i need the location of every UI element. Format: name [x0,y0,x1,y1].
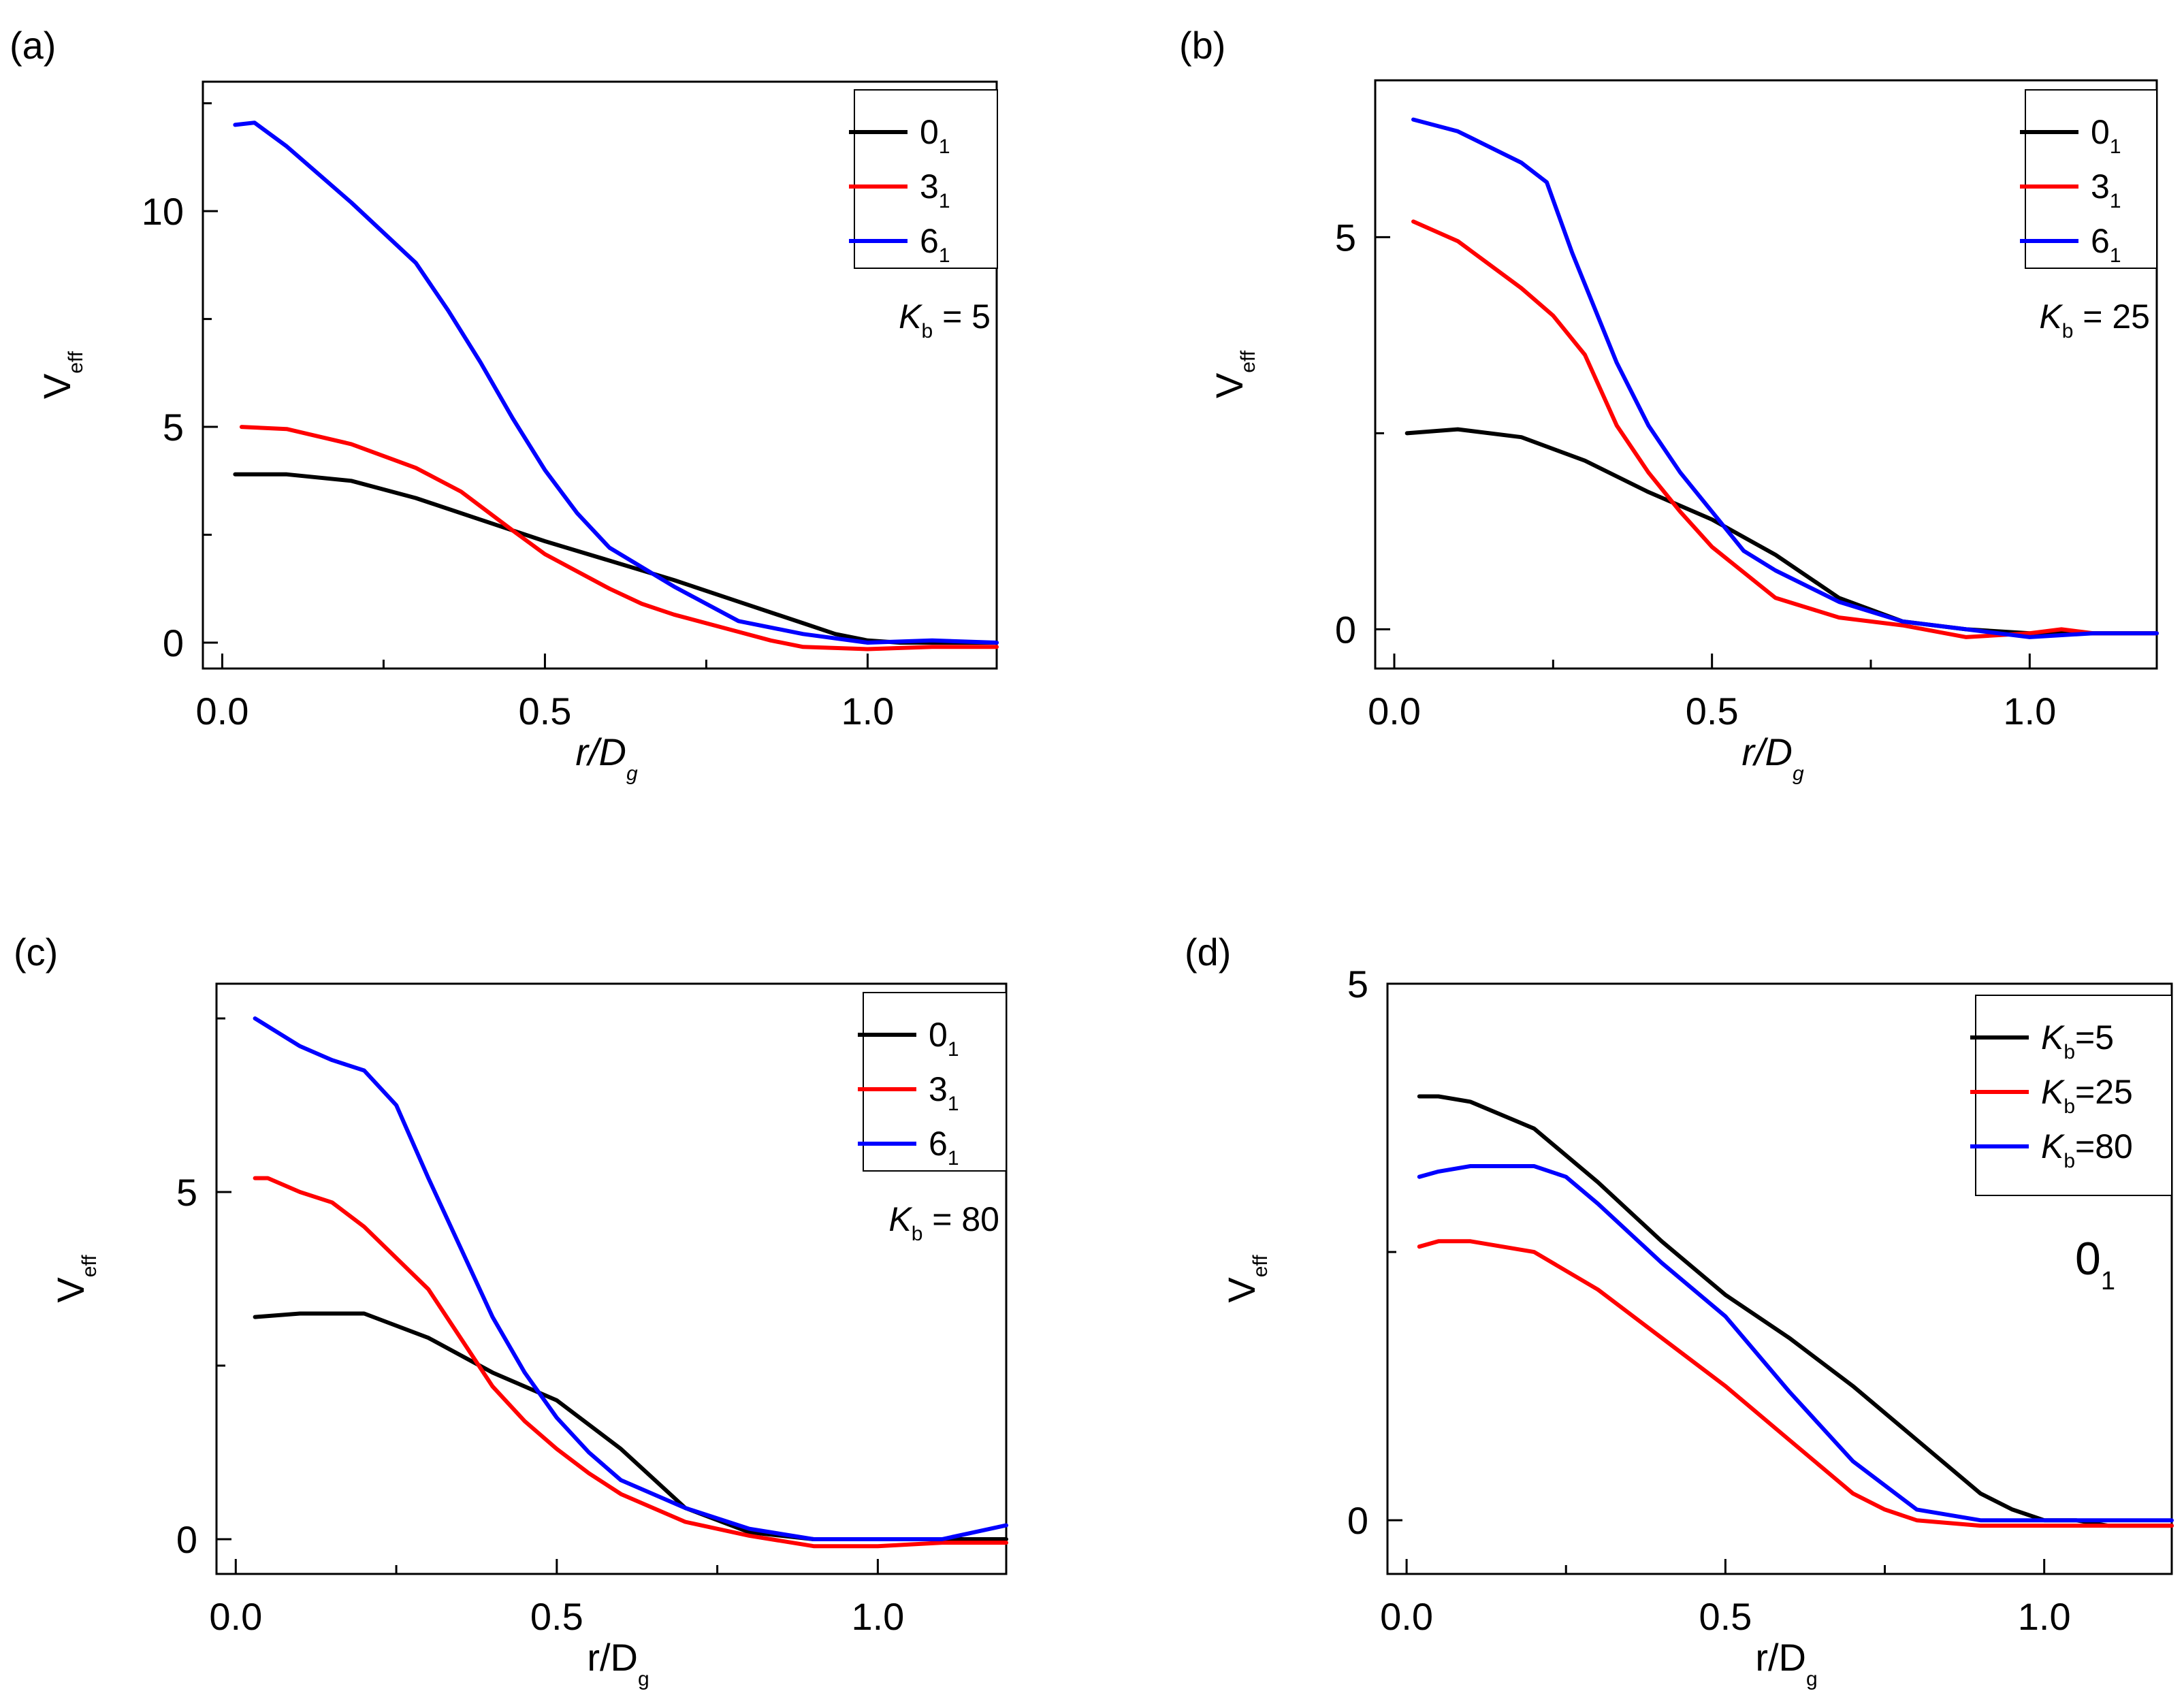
y-tick-label: 5 [1347,963,1368,1005]
x-tick-label: 0.0 [1368,690,1421,733]
panel-d: (d) 0.0 0.5 1.0 0 5 r/Dg Veff Kb=5 Kb=25 Kb=80 01 [1185,931,2174,1690]
x-tick-label: 1.0 [2018,1595,2071,1638]
panel-label: (b) [1179,24,1225,67]
series-line [1411,117,2159,639]
y-tick-label: 0 [1347,1499,1368,1542]
legend-entry: 01 [2091,113,2121,158]
series-line [233,472,999,645]
series-line [239,425,999,651]
legend-entry: 61 [2091,222,2121,267]
x-tick-label: 0.5 [1686,690,1739,733]
panel-c: (c) 0.0 0.5 1.0 0 5 r/Dg Veff 01 31 61 Kb = 80 [14,931,1008,1690]
x-tick-label: 0.0 [209,1595,262,1638]
y-tick-label: 0 [1335,608,1356,651]
x-axis-label: r/Dg [1755,1636,1817,1690]
panel-b: (b) 0.0 0.5 1.0 0 5 r/Dg Veff 01 31 61 Kb = 25 [1179,24,2159,785]
y-axis-label: Veff [35,351,87,399]
series-line [253,1311,1008,1541]
kb-annotation: Kb = 25 [2039,297,2150,342]
panel-label: (d) [1185,931,1231,973]
kb-annotation: Kb = 5 [899,297,991,342]
legend-box [1975,995,2172,1196]
x-tick-label: 0.0 [196,690,249,733]
panel-label: (c) [14,931,58,973]
series-line [1404,427,2159,636]
y-tick-label: 5 [176,1171,197,1214]
legend-box [863,992,1007,1172]
series-line [1411,219,2159,639]
legend-entry: 01 [920,113,950,158]
x-tick-label: 0.5 [518,690,571,733]
legend-entry: 31 [929,1070,959,1115]
series-line [253,1016,1008,1541]
x-tick-label: 0.5 [530,1595,583,1638]
y-tick-label: 5 [163,406,184,449]
legend-entry: 31 [920,167,950,212]
x-tick-label: 1.0 [841,690,894,733]
series-line [1417,1164,2174,1523]
y-axis-label: Veff [1208,350,1259,398]
x-axis-label: r/Dg [575,730,638,785]
x-tick-label: 1.0 [2003,690,2056,733]
plot-frame [215,982,1008,1575]
x-tick-label: 0.0 [1380,1595,1433,1638]
x-axis-label: r/Dg [1741,730,1804,785]
kb-annotation: Kb = 80 [888,1200,999,1245]
y-axis-label: Veff [1220,1255,1272,1303]
legend-box [2025,89,2157,269]
series-line [1417,1239,2174,1528]
y-tick-label: 0 [176,1518,197,1561]
y-tick-label: 10 [142,190,184,233]
y-axis-label: Veff [49,1255,101,1303]
curve-annotation: 01 [2075,1233,2115,1295]
legend-entry: 31 [2091,167,2121,212]
legend-entry: Kb=5 [2041,1018,2114,1063]
y-tick-label: 0 [163,622,184,664]
panel-a: (a) 0.0 0.5 1.0 0 5 10 r/Dg Veff 01 31 61 Kb = 5 [10,24,999,785]
legend-entry: 61 [920,222,950,267]
x-axis-label: r/Dg [587,1636,649,1690]
x-tick-label: 0.5 [1699,1595,1752,1638]
x-tick-label: 1.0 [851,1595,904,1638]
plot-frame [1374,79,2158,670]
plot-frame [202,80,998,670]
legend-entry: 61 [929,1125,959,1170]
legend-box [854,89,998,269]
series-line [233,120,999,645]
legend-entry: Kb=25 [2041,1073,2133,1118]
series-line [253,1176,1008,1549]
legend-entry: 01 [929,1016,959,1061]
panel-label: (a) [10,24,56,67]
legend-entry: Kb=80 [2041,1127,2133,1172]
plot-frame [1386,982,2173,1575]
y-tick-label: 5 [1335,216,1356,259]
